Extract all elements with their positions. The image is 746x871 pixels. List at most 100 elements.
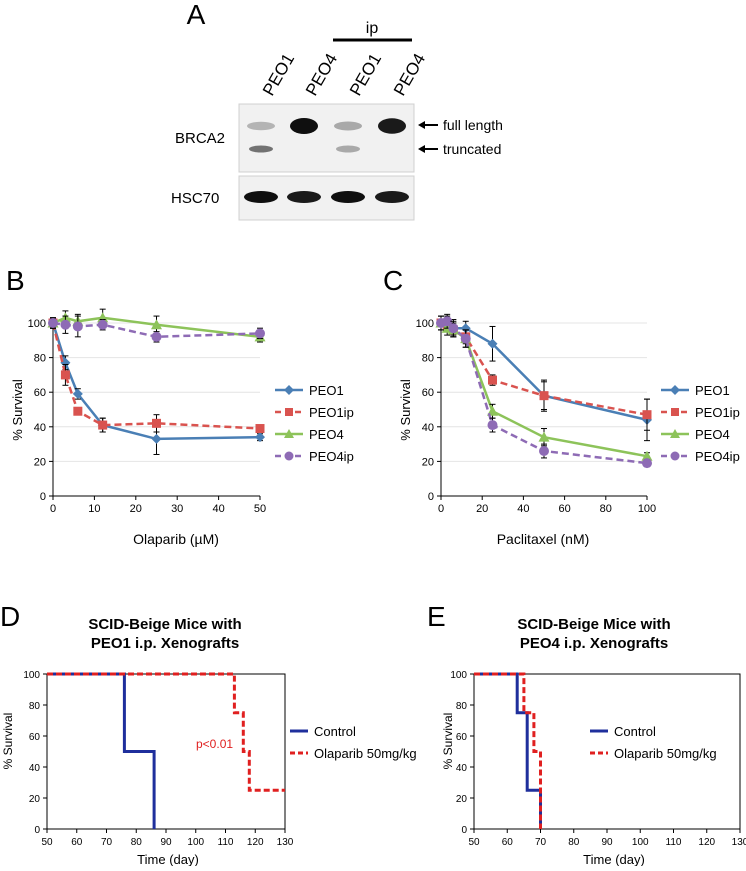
chart-e-legend: Control Olaparib 50mg/kg bbox=[590, 724, 717, 761]
chart-c-point-peo4ip bbox=[442, 316, 453, 327]
legend-b-marker-peo4 bbox=[284, 429, 294, 438]
chart-c-ytick-label: 100 bbox=[416, 318, 434, 330]
chart-d-xtick-label: 110 bbox=[218, 837, 234, 848]
chart-e-xtick-label: 110 bbox=[666, 837, 682, 848]
chart-e-xtick-label: 130 bbox=[732, 837, 746, 848]
chart-b-point-peo4ip bbox=[72, 321, 83, 332]
chart-b-ytick-label: 80 bbox=[34, 353, 46, 365]
chart-b-point-peo1ip bbox=[60, 370, 70, 380]
chart-c-point-peo4 bbox=[538, 431, 550, 442]
chart-e-ytick-label: 20 bbox=[456, 794, 468, 805]
chart-e-xtick-label: 60 bbox=[502, 837, 514, 848]
chart-d-xtick-label: 130 bbox=[277, 837, 294, 848]
legend-b-label-peo4: PEO4 bbox=[309, 427, 344, 442]
chart-b-ytick-label: 20 bbox=[34, 456, 46, 468]
chart-c-xtick-label: 80 bbox=[600, 503, 612, 515]
chart-b-point-peo4ip bbox=[151, 331, 162, 342]
chart-c-ytick-label: 20 bbox=[422, 456, 434, 468]
chart-e-xtick-label: 100 bbox=[632, 837, 649, 848]
legend-e-label-olaparib: Olaparib 50mg/kg bbox=[614, 746, 717, 761]
chart-c-point-peo4ip bbox=[487, 420, 498, 431]
panel-e: E SCID-Beige Mice with PEO4 i.p. Xenogra… bbox=[427, 601, 746, 867]
panel-d-letter: D bbox=[0, 601, 20, 632]
chart-c-xtick-label: 100 bbox=[638, 503, 656, 515]
chart-c-xtick-label: 60 bbox=[558, 503, 570, 515]
band-hsc70-lane-2 bbox=[287, 191, 321, 203]
chart-d-ytick-label: 80 bbox=[29, 701, 41, 712]
chart-e-ytick-label: 40 bbox=[456, 763, 468, 774]
legend-b-label-peo1ip: PEO1ip bbox=[309, 405, 354, 420]
chart-e-title: SCID-Beige Mice with bbox=[517, 616, 670, 633]
full-length-arrow-head bbox=[418, 121, 425, 129]
chart-e-ytick-label: 60 bbox=[456, 732, 468, 743]
band-brca2-full-lane-2 bbox=[290, 118, 318, 134]
chart-d-legend: Control Olaparib 50mg/kg bbox=[290, 724, 417, 761]
panel-d: D SCID-Beige Mice with PEO1 i.p. Xenogra… bbox=[0, 601, 417, 867]
chart-b-series-peo1ip bbox=[51, 322, 261, 430]
chart-d-ytick-label: 0 bbox=[34, 825, 40, 836]
chart-e-series-olaparib-50mg-kg bbox=[474, 672, 542, 829]
band-brca2-full-lane-1 bbox=[247, 121, 275, 131]
chart-b-xlabel: Olaparib (µM) bbox=[133, 531, 219, 547]
lane-label-1: PEO1 bbox=[259, 50, 298, 99]
chart-e-xtick-label: 50 bbox=[468, 837, 480, 848]
hsc70-row-label: HSC70 bbox=[171, 190, 219, 207]
chart-b-series-peo4ip bbox=[52, 321, 261, 339]
chart-c-xtick-label: 20 bbox=[476, 503, 488, 515]
chart-c-xlabel: Paclitaxel (nM) bbox=[497, 531, 590, 547]
chart-e-xtick-label: 120 bbox=[698, 837, 715, 848]
chart-e-xtick-label: 70 bbox=[535, 837, 547, 848]
chart-b-point-peo1 bbox=[255, 432, 265, 443]
chart-d-title: SCID-Beige Mice with bbox=[88, 616, 241, 633]
panel-e-letter: E bbox=[427, 601, 446, 632]
chart-c-point-peo1ip bbox=[539, 391, 549, 401]
lane-label-3: PEO1 bbox=[346, 50, 385, 99]
chart-d-xlabel: Time (day) bbox=[137, 852, 199, 866]
full-length-label: full length bbox=[443, 117, 503, 133]
chart-c-point-peo1ip bbox=[488, 375, 497, 385]
chart-d-pvalue: p<0.01 bbox=[196, 737, 233, 751]
legend-c-marker-peo4ip bbox=[670, 451, 680, 461]
chart-b-ytick-label: 40 bbox=[34, 422, 46, 434]
chart-b-point-peo4ip bbox=[60, 319, 71, 330]
chart-b-point-peo1ip bbox=[98, 420, 108, 430]
chart-c-xtick-label: 0 bbox=[438, 503, 444, 515]
band-brca2-truncated-lane-1 bbox=[249, 145, 273, 153]
legend-c-label-peo4ip: PEO4ip bbox=[695, 449, 740, 464]
truncated-arrow-head bbox=[418, 145, 425, 153]
chart-b-xtick-label: 0 bbox=[50, 503, 56, 515]
chart-b-point-peo1 bbox=[151, 433, 162, 444]
chart-e-subtitle: PEO4 i.p. Xenografts bbox=[520, 635, 668, 652]
chart-b-legend: PEO1 PEO1ip PEO4 PEO4ip bbox=[275, 383, 354, 464]
chart-b-xtick-label: 50 bbox=[254, 503, 266, 515]
chart-c-point-peo4ip bbox=[448, 323, 459, 334]
chart-b-ylabel: % Survival bbox=[10, 379, 25, 441]
chart-c-ytick-label: 60 bbox=[422, 387, 434, 399]
legend-d-label-control: Control bbox=[314, 724, 356, 739]
chart-d-ytick-label: 100 bbox=[23, 670, 40, 681]
chart-d-ytick-label: 20 bbox=[29, 794, 41, 805]
band-hsc70-lane-4 bbox=[375, 191, 409, 203]
band-brca2-full-lane-4 bbox=[378, 118, 406, 134]
legend-b-marker-peo4ip bbox=[284, 451, 294, 461]
legend-c-marker-peo1ip bbox=[671, 408, 679, 416]
chart-b-point-peo1 bbox=[72, 388, 83, 399]
chart-c-point-peo1 bbox=[487, 338, 498, 349]
panel-b: B 0 20 40 60 80 100 0 10 20 30 40 50 % Survival Ola… bbox=[6, 265, 354, 547]
chart-b-ytick-label: 0 bbox=[40, 491, 46, 503]
chart-b-xtick-label: 40 bbox=[212, 503, 224, 515]
chart-d: 0 20 40 60 80 100 50 60 70 80 90 100 110 120 130 bbox=[23, 670, 293, 848]
chart-e: 0 20 40 60 80 100 50 60 70 80 90 100 110 120 130 bbox=[450, 670, 746, 848]
panel-c-letter: C bbox=[383, 265, 403, 296]
band-brca2-full-lane-3 bbox=[334, 121, 362, 131]
legend-b-marker-peo1ip bbox=[285, 408, 293, 416]
legend-d-label-olaparib: Olaparib 50mg/kg bbox=[314, 746, 417, 761]
chart-c-ytick-label: 80 bbox=[422, 353, 434, 365]
chart-b-point-peo4 bbox=[151, 319, 162, 330]
hsc70-bands bbox=[244, 191, 409, 203]
chart-b-ytick-label: 100 bbox=[28, 318, 46, 330]
chart-d-series-olaparib-50mg-kg bbox=[47, 672, 285, 792]
panel-b-letter: B bbox=[6, 265, 25, 296]
